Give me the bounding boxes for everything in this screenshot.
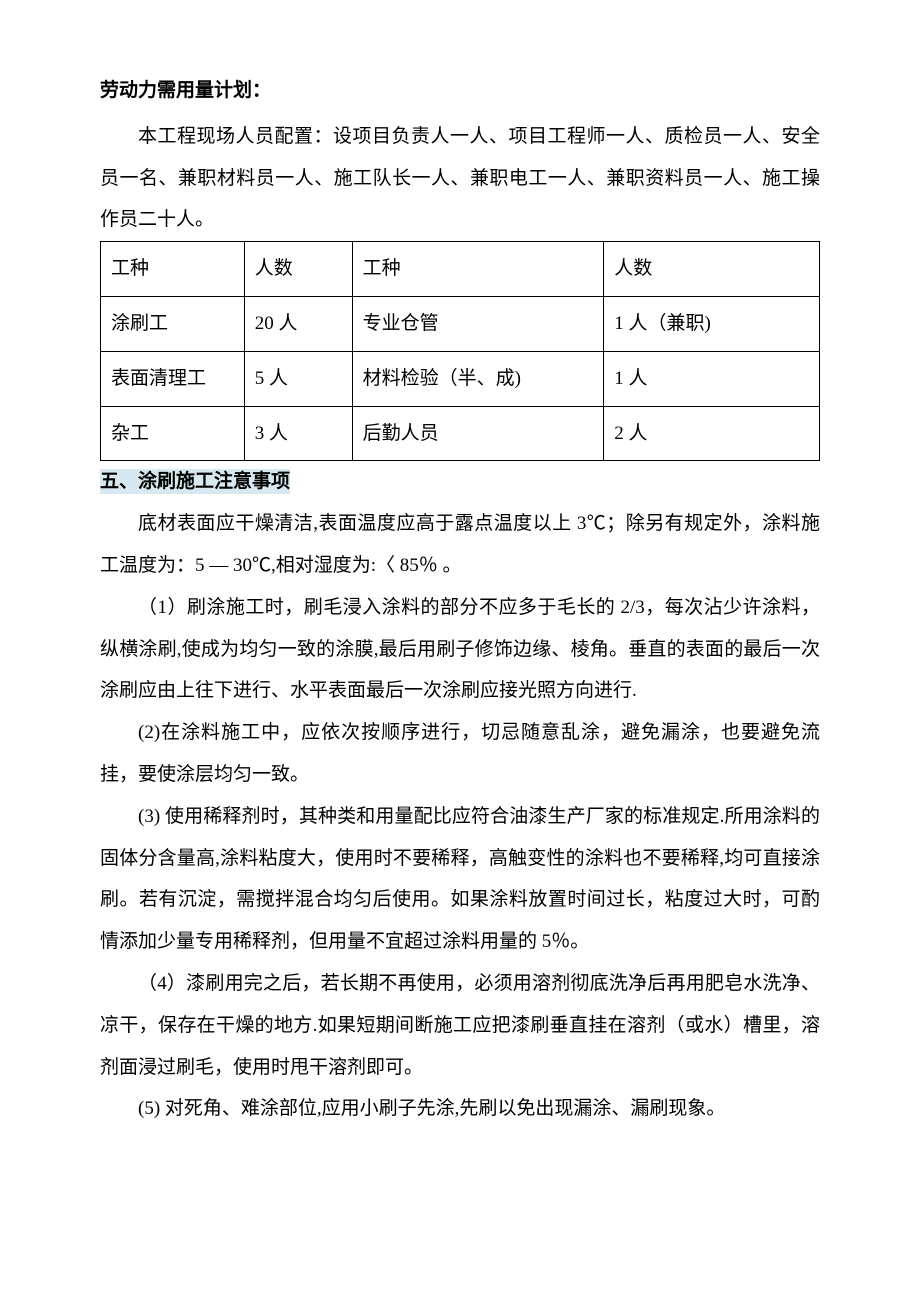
section-labor-plan: 劳动力需用量计划： 本工程现场人员配置：设项目负责人一人、项目工程师一人、质检员… (100, 70, 820, 241)
painting-note-item: (5) 对死角、难涂部位,应用小刷子先涂,先刷以免出现漏涂、漏刷现象。 (100, 1088, 820, 1130)
table-row: 杂工 3 人 后勤人员 2 人 (101, 406, 820, 461)
table-row: 涂刷工 20 人 专业仓管 1 人（兼职) (101, 296, 820, 351)
labor-plan-intro: 本工程现场人员配置：设项目负责人一人、项目工程师一人、质检员一人、安全员一名、兼… (100, 116, 820, 241)
table-cell: 2 人 (604, 406, 820, 461)
table-header-cell: 工种 (352, 242, 604, 297)
table-row: 表面清理工 5 人 材料检验（半、成) 1 人 (101, 351, 820, 406)
table-cell: 杂工 (101, 406, 245, 461)
painting-note-item: (2)在涂料施工中，应依次按顺序进行，切忌随意乱涂，避免漏涂，也要避免流挂，要使… (100, 712, 820, 796)
table-cell: 涂刷工 (101, 296, 245, 351)
painting-notes-heading: 五、涂刷施工注意事项 (100, 469, 290, 494)
table-cell: 材料检验（半、成) (352, 351, 604, 406)
table-cell: 1 人 (604, 351, 820, 406)
table-cell: 专业仓管 (352, 296, 604, 351)
labor-plan-heading: 劳动力需用量计划： (100, 70, 820, 112)
table-cell: 3 人 (244, 406, 352, 461)
painting-note-item: (3) 使用稀释剂时，其种类和用量配比应符合油漆生产厂家的标准规定.所用涂料的固… (100, 796, 820, 963)
section-painting-notes: 五、涂刷施工注意事项 底材表面应干燥清洁,表面温度应高于露点温度以上 3℃；除另… (100, 461, 820, 1130)
labor-table: 工种 人数 工种 人数 涂刷工 20 人 专业仓管 1 人（兼职) 表面清理工 … (100, 241, 820, 461)
table-header-cell: 工种 (101, 242, 245, 297)
table-cell: 5 人 (244, 351, 352, 406)
table-header-cell: 人数 (244, 242, 352, 297)
table-header-row: 工种 人数 工种 人数 (101, 242, 820, 297)
table-header-cell: 人数 (604, 242, 820, 297)
table-cell: 表面清理工 (101, 351, 245, 406)
table-cell: 20 人 (244, 296, 352, 351)
painting-notes-intro: 底材表面应干燥清洁,表面温度应高于露点温度以上 3℃；除另有规定外，涂料施工温度… (100, 503, 820, 587)
table-cell: 后勤人员 (352, 406, 604, 461)
painting-note-item: （4）漆刷用完之后，若长期不再使用，必须用溶剂彻底洗净后再用肥皂水洗净、凉干，保… (100, 963, 820, 1088)
painting-note-item: （1）刷涂施工时，刷毛浸入涂料的部分不应多于毛长的 2/3，每次沾少许涂料，纵横… (100, 587, 820, 712)
table-cell: 1 人（兼职) (604, 296, 820, 351)
